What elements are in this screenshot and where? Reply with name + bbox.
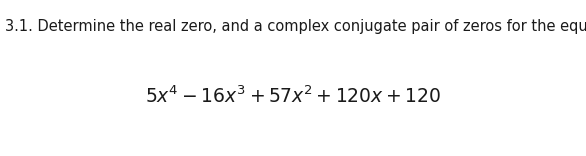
Text: $5x^{4} - 16x^{3} + 57x^{2} + 120x + 120$: $5x^{4} - 16x^{3} + 57x^{2} + 120x + 120…: [145, 86, 441, 107]
Text: 3.1. Determine the real zero, and a complex conjugate pair of zeros for the equa: 3.1. Determine the real zero, and a comp…: [5, 19, 586, 34]
